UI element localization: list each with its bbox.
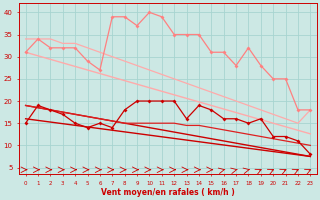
- X-axis label: Vent moyen/en rafales ( km/h ): Vent moyen/en rafales ( km/h ): [101, 188, 235, 197]
